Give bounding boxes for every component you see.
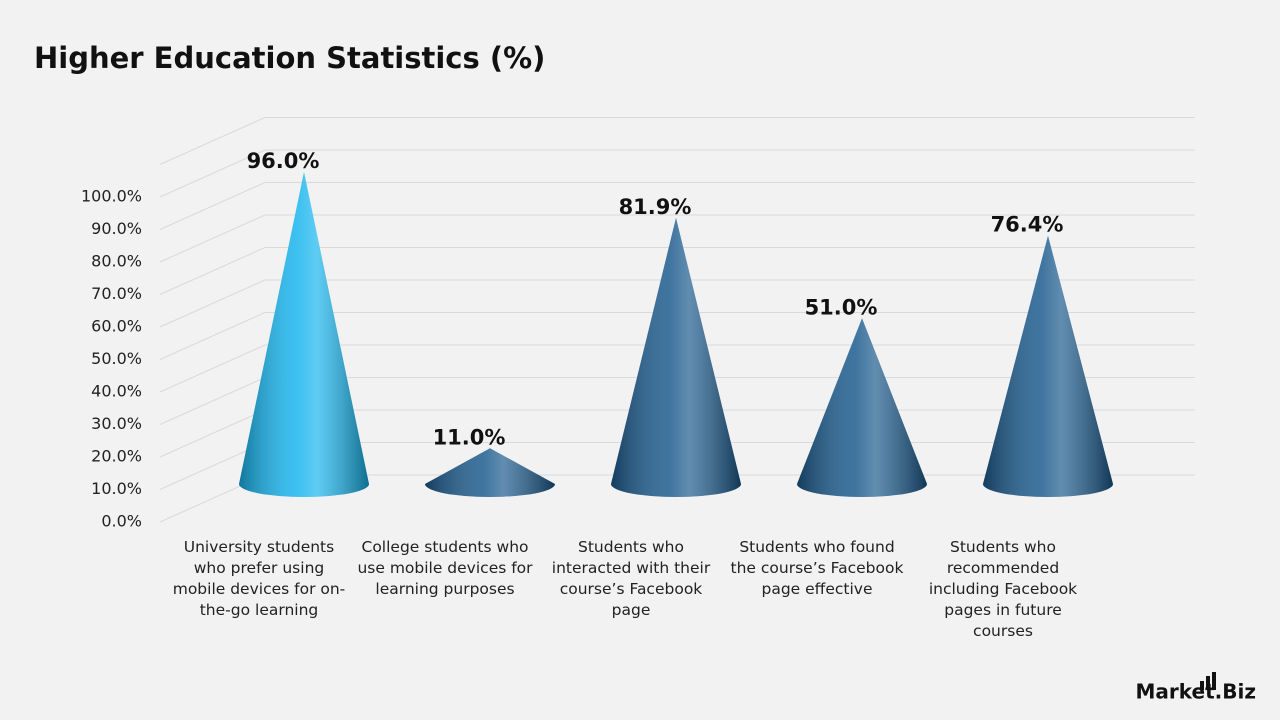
y-tick-label: 90.0% <box>91 219 142 238</box>
y-tick-label: 20.0% <box>91 447 142 466</box>
cone-shade <box>611 217 741 497</box>
y-tick-label: 60.0% <box>91 317 142 336</box>
y-tick-label: 10.0% <box>91 479 142 498</box>
x-tick-label: Students who found the course’s Facebook… <box>730 538 904 598</box>
grid-line <box>159 182 1195 230</box>
grid-line <box>159 214 1195 263</box>
y-tick-label: 30.0% <box>91 414 142 433</box>
value-label: 81.9% <box>619 195 692 219</box>
x-tick-label: University students who prefer using mob… <box>172 538 346 619</box>
y-tick-label: 0.0% <box>101 512 142 531</box>
y-tick-label: 70.0% <box>91 284 142 303</box>
chart-title: Higher Education Statistics (%) <box>34 41 545 75</box>
x-tick-label: College students who use mobile devices … <box>357 538 533 598</box>
value-label: 96.0% <box>247 149 320 173</box>
value-label: 76.4% <box>991 213 1064 237</box>
value-label: 51.0% <box>805 295 878 319</box>
cone-shade <box>983 235 1113 497</box>
x-tick-label: Students who recommended including Faceb… <box>928 538 1078 640</box>
y-tick-label: 40.0% <box>91 382 142 401</box>
y-tick-label: 80.0% <box>91 252 142 271</box>
grid-line <box>159 247 1195 295</box>
grid-line <box>159 279 1195 328</box>
grid-line <box>159 312 1195 360</box>
grid-line <box>159 117 1195 165</box>
value-label: 11.0% <box>433 425 506 449</box>
x-tick-label: Students who interacted with their cours… <box>551 538 711 619</box>
grid-line <box>159 344 1195 393</box>
y-tick-label: 100.0% <box>81 187 142 206</box>
cone-shade <box>239 172 369 497</box>
brand-logo: Market.Biz <box>1136 672 1257 704</box>
grid-line <box>159 149 1195 198</box>
cone-shade <box>797 318 927 497</box>
y-tick-label: 50.0% <box>91 349 142 368</box>
cone-shade <box>425 448 555 497</box>
brand: Market.Biz <box>1136 680 1257 704</box>
